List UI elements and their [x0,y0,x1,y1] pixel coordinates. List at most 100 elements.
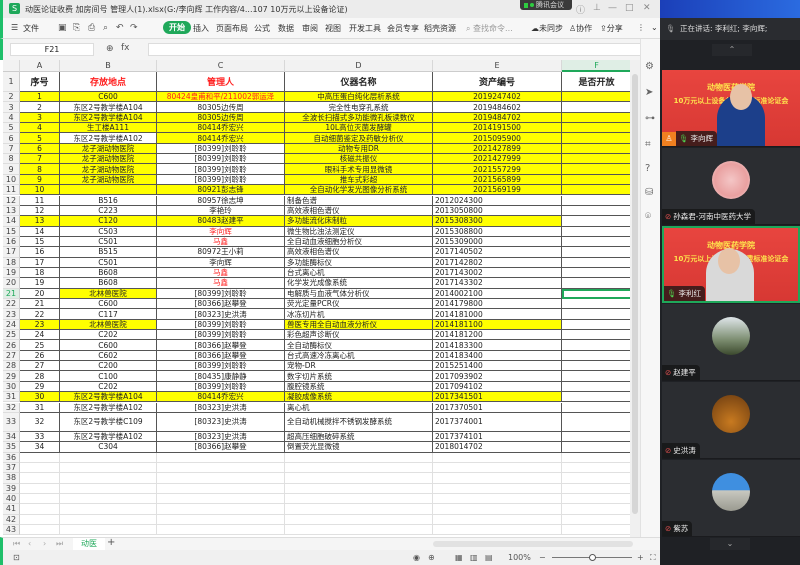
row-header[interactable]: 3 [3,102,20,113]
empty-cell[interactable] [60,514,157,525]
manager-cell[interactable]: [80435]康静静 [157,371,285,382]
asset-number-cell[interactable]: 2015251400 [433,361,562,372]
empty-cell[interactable] [562,453,630,463]
empty-cell[interactable] [285,462,433,474]
empty-cell[interactable] [433,493,562,505]
close-button[interactable]: ✕ [643,3,651,13]
location-cell[interactable]: 龙子湖动物医院 [60,143,157,155]
row-header[interactable]: 43 [3,525,20,536]
manager-cell[interactable]: [80323]史洪涛 [157,431,285,443]
manager-cell[interactable]: 80921彭志锋 [157,185,285,196]
row-header[interactable]: 11 [3,185,20,196]
instrument-name-cell[interactable]: 中高压蛋白纯化层析系统 [285,92,433,103]
instrument-name-cell[interactable]: 全自动机械搅拌不锈钢发酵系统 [285,412,433,432]
column-header-e[interactable]: E [433,60,562,72]
participant-tile[interactable]: ⊘ 史洪涛 [662,382,800,459]
seq-cell[interactable]: 14 [20,226,60,237]
column-header-b[interactable]: B [60,60,157,72]
open-status-cell[interactable] [562,320,630,331]
seq-cell[interactable]: 17 [20,257,60,268]
scrollbar-thumb[interactable] [632,74,638,514]
asset-number-cell[interactable]: 2017094102 [433,381,562,393]
location-cell[interactable]: C600 [60,299,157,310]
location-icon[interactable]: ⌾ [645,211,651,222]
participant-tile[interactable]: ⊘ 赵建平 [662,304,800,381]
instrument-name-cell[interactable]: 离心机 [285,402,433,413]
empty-cell[interactable] [60,483,157,494]
save-icon[interactable]: ▣ [58,23,67,33]
empty-cell[interactable] [157,525,285,536]
row-header[interactable]: 21 [3,288,20,299]
participant-tile[interactable]: 动物医药学院10万元以上设备共享收费标准论证会♙🎙李向辉 [662,70,800,147]
pin-icon[interactable]: ⊥ [593,3,601,13]
asset-number-cell[interactable]: 2014179800 [433,299,562,310]
seq-cell[interactable]: 7 [20,154,60,165]
row-header[interactable]: 37 [3,462,20,474]
location-cell[interactable]: C503 [60,226,157,237]
location-cell[interactable]: 东区2号教学楼A104 [60,102,157,113]
location-cell[interactable]: 生工楼A111 [60,123,157,134]
row-header[interactable]: 5 [3,123,20,134]
collab-button[interactable]: ♙协作 [569,23,592,34]
empty-cell[interactable] [20,462,60,474]
command-search[interactable]: ⌕ 查找命令... [466,23,513,34]
row-header[interactable]: 8 [3,154,20,165]
empty-cell[interactable] [20,473,60,484]
location-cell[interactable]: C202 [60,381,157,393]
location-cell[interactable]: 东区2号教学楼A104 [60,112,157,124]
page-break-view-icon[interactable]: ▥ [470,553,478,562]
instrument-name-cell[interactable]: 全波长扫描式多功能微孔板读数仪 [285,112,433,124]
instrument-name-cell[interactable]: 腹腔镜系统 [285,381,433,393]
manager-cell[interactable]: 80305边传周 [157,102,285,113]
manager-cell[interactable]: [80399]刘聆聆 [157,330,285,341]
open-status-cell[interactable] [562,123,630,134]
seq-cell[interactable]: 18 [20,267,60,279]
column-header-d[interactable]: D [285,60,433,72]
empty-cell[interactable] [20,483,60,494]
seq-cell[interactable]: 11 [20,195,60,206]
meeting-badge[interactable]: 腾讯会议 [520,0,572,10]
empty-cell[interactable] [285,493,433,505]
asset-number-cell[interactable]: 2017374001 [433,412,562,432]
row-header[interactable]: 12 [3,195,20,206]
select-cursor-icon[interactable]: ➤ [645,87,654,98]
collapse-ribbon-icon[interactable]: ⌄ [651,23,658,32]
open-status-cell[interactable] [562,351,630,362]
row-header[interactable]: 30 [3,381,20,393]
manager-cell[interactable]: [80366]赵攀登 [157,442,285,453]
sync-button[interactable]: ☁未同步 [531,23,563,34]
row-header[interactable]: 41 [3,504,20,515]
open-status-cell[interactable] [562,174,630,186]
info-icon[interactable]: ⓘ [576,6,586,16]
empty-cell[interactable] [433,462,562,474]
manager-cell[interactable]: [80399]刘聆聆 [157,154,285,165]
instrument-name-cell[interactable]: 推车式彩超 [285,174,433,186]
maximize-button[interactable]: □ [625,3,634,13]
last-sheet-icon[interactable]: ⏭ [56,539,64,548]
row-header[interactable]: 14 [3,216,20,227]
manager-cell[interactable]: [80323]史洪涛 [157,402,285,413]
seq-cell[interactable]: 1 [20,92,60,103]
seq-cell[interactable]: 25 [20,340,60,351]
seq-cell[interactable]: 9 [20,174,60,186]
empty-cell[interactable] [433,514,562,525]
empty-cell[interactable] [157,462,285,474]
tab-view[interactable]: 视图 [325,24,341,33]
row-header[interactable]: 40 [3,493,20,505]
empty-cell[interactable] [157,514,285,525]
seq-cell[interactable]: 6 [20,143,60,155]
more-icon[interactable]: ⋮ [637,23,645,32]
participant-tile[interactable]: ⊘ 紫苏 [662,460,800,537]
location-cell[interactable]: 龙子湖动物医院 [60,174,157,186]
seq-cell[interactable]: 30 [20,392,60,403]
participant-tile[interactable]: 动物医药学院10万元以上设备共享收费标准论证会🎙李利红 [662,226,800,303]
location-cell[interactable]: 东区2号教学楼A102 [60,133,157,144]
macro-icon[interactable]: ⊡ [13,553,20,562]
empty-cell[interactable] [433,525,562,536]
asset-number-cell[interactable]: 2015308800 [433,226,562,237]
manager-cell[interactable]: [80323]史洪涛 [157,309,285,320]
instrument-name-cell[interactable]: 眼科手术专用显微镜 [285,164,433,175]
empty-cell[interactable] [157,504,285,515]
first-sheet-icon[interactable]: ⏮ [13,539,21,548]
row-header[interactable]: 27 [3,350,20,362]
